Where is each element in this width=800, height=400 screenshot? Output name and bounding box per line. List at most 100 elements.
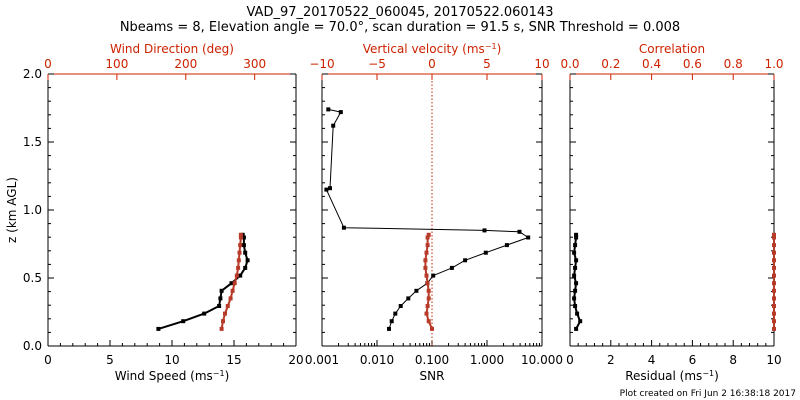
top-axis-label: Vertical velocity (ms−1): [363, 42, 502, 57]
data-point: [431, 273, 436, 278]
panel-snr: 0.001 0.010 0.100 1.000 10.000 SNR −10 −5 0 5 10 Ve…: [305, 42, 563, 384]
data-point: [425, 304, 430, 308]
data-point: [772, 243, 776, 248]
series-top: [772, 232, 776, 331]
data-point: [425, 281, 430, 286]
data-point: [572, 296, 577, 301]
data-point: [245, 258, 250, 263]
data-point: [406, 296, 411, 301]
data-point: [772, 281, 776, 286]
top-tick-label: 0.8: [724, 57, 743, 71]
data-point: [772, 265, 776, 270]
data-point: [449, 265, 454, 270]
panel-resid: 0 2 4 6 8 10 Residual (ms−1) 0.0 0.2 0.4 0.6 0.8 1.0…: [560, 42, 783, 383]
top-tick-label: 0: [44, 57, 52, 71]
data-point: [236, 258, 241, 263]
figure-title: VAD_97_20170522_060045, 20170522.060143: [247, 5, 554, 20]
data-point: [218, 296, 223, 301]
data-point: [238, 273, 243, 278]
top-tick-label: 100: [105, 57, 128, 71]
y-tick-label: 1.5: [23, 135, 42, 149]
data-point: [225, 304, 230, 308]
data-point: [425, 235, 430, 240]
data-point: [230, 288, 235, 293]
data-point: [223, 311, 227, 316]
data-point: [772, 235, 776, 240]
data-point: [238, 232, 243, 237]
data-point: [574, 235, 579, 240]
data-point: [243, 265, 248, 270]
top-tick-label: 200: [174, 57, 197, 71]
data-point: [424, 273, 429, 278]
data-point: [423, 265, 428, 270]
data-point: [574, 258, 579, 263]
data-point: [324, 187, 329, 192]
y-axis-label: z (km AGL): [5, 177, 19, 243]
data-point: [389, 319, 394, 324]
x-axis-label: SNR: [420, 369, 445, 383]
series-bottom: [572, 232, 583, 331]
data-point: [426, 288, 431, 293]
data-point: [573, 243, 578, 248]
data-point: [573, 304, 578, 308]
top-tick-label: 0.0: [560, 57, 579, 71]
data-point: [772, 288, 776, 293]
data-point: [398, 304, 403, 308]
data-point: [156, 326, 161, 331]
data-point: [232, 281, 237, 286]
data-point: [574, 281, 579, 286]
data-point: [574, 326, 579, 331]
data-point: [241, 235, 246, 240]
data-point: [236, 265, 241, 270]
x-tick-label: 1.000: [470, 353, 504, 367]
data-point: [772, 258, 776, 263]
data-point: [573, 265, 578, 270]
data-point: [426, 296, 431, 301]
data-point: [241, 243, 246, 248]
data-point: [772, 319, 776, 324]
data-point: [393, 311, 398, 316]
data-point: [426, 319, 431, 324]
data-point: [331, 123, 336, 128]
data-point: [338, 110, 343, 115]
y-tick-label: 0.0: [23, 339, 42, 353]
top-tick-label: 0.4: [642, 57, 661, 71]
data-point: [217, 304, 222, 308]
y-tick-label: 1.0: [23, 203, 42, 217]
data-point: [504, 243, 509, 248]
series-top: [219, 232, 243, 331]
data-point: [219, 288, 224, 293]
data-point: [772, 311, 776, 316]
data-point: [234, 273, 239, 278]
panel-wind: 0.0 0.5 1.0 1.5 2.0 z (km AGL) 0 5 10 15 20 Wind Sp…: [5, 42, 304, 383]
data-point: [423, 258, 428, 263]
data-point: [573, 288, 578, 293]
top-tick-label: 10: [534, 57, 549, 71]
data-point: [181, 319, 186, 324]
data-point: [229, 281, 234, 286]
top-tick-label: 0.6: [683, 57, 702, 71]
y-tick-label: 2.0: [23, 67, 42, 81]
series-line: [325, 108, 529, 330]
x-axis-label: Residual (ms−1): [625, 369, 719, 384]
data-point: [772, 273, 776, 278]
x-tick-label: 15: [226, 353, 241, 367]
data-point: [772, 232, 776, 237]
x-tick-label: 4: [648, 353, 656, 367]
y-tick-label: 0.5: [23, 271, 42, 285]
data-point: [575, 311, 580, 316]
x-tick-label: 0.100: [415, 353, 449, 367]
data-point: [387, 326, 391, 331]
data-point: [463, 258, 468, 263]
data-point: [483, 250, 488, 255]
data-point: [482, 228, 487, 233]
top-axis-label: Wind Direction (deg): [110, 42, 234, 56]
x-tick-label: 6: [689, 353, 697, 367]
data-point: [772, 326, 776, 331]
top-tick-label: −10: [309, 57, 334, 71]
plot-created-note: Plot created on Fri Jun 2 16:38:18 2017: [620, 389, 796, 399]
x-axis-label: Wind Speed (ms−1): [115, 369, 230, 384]
x-tick-label: 0: [44, 353, 52, 367]
data-point: [426, 232, 431, 237]
data-point: [578, 319, 583, 324]
